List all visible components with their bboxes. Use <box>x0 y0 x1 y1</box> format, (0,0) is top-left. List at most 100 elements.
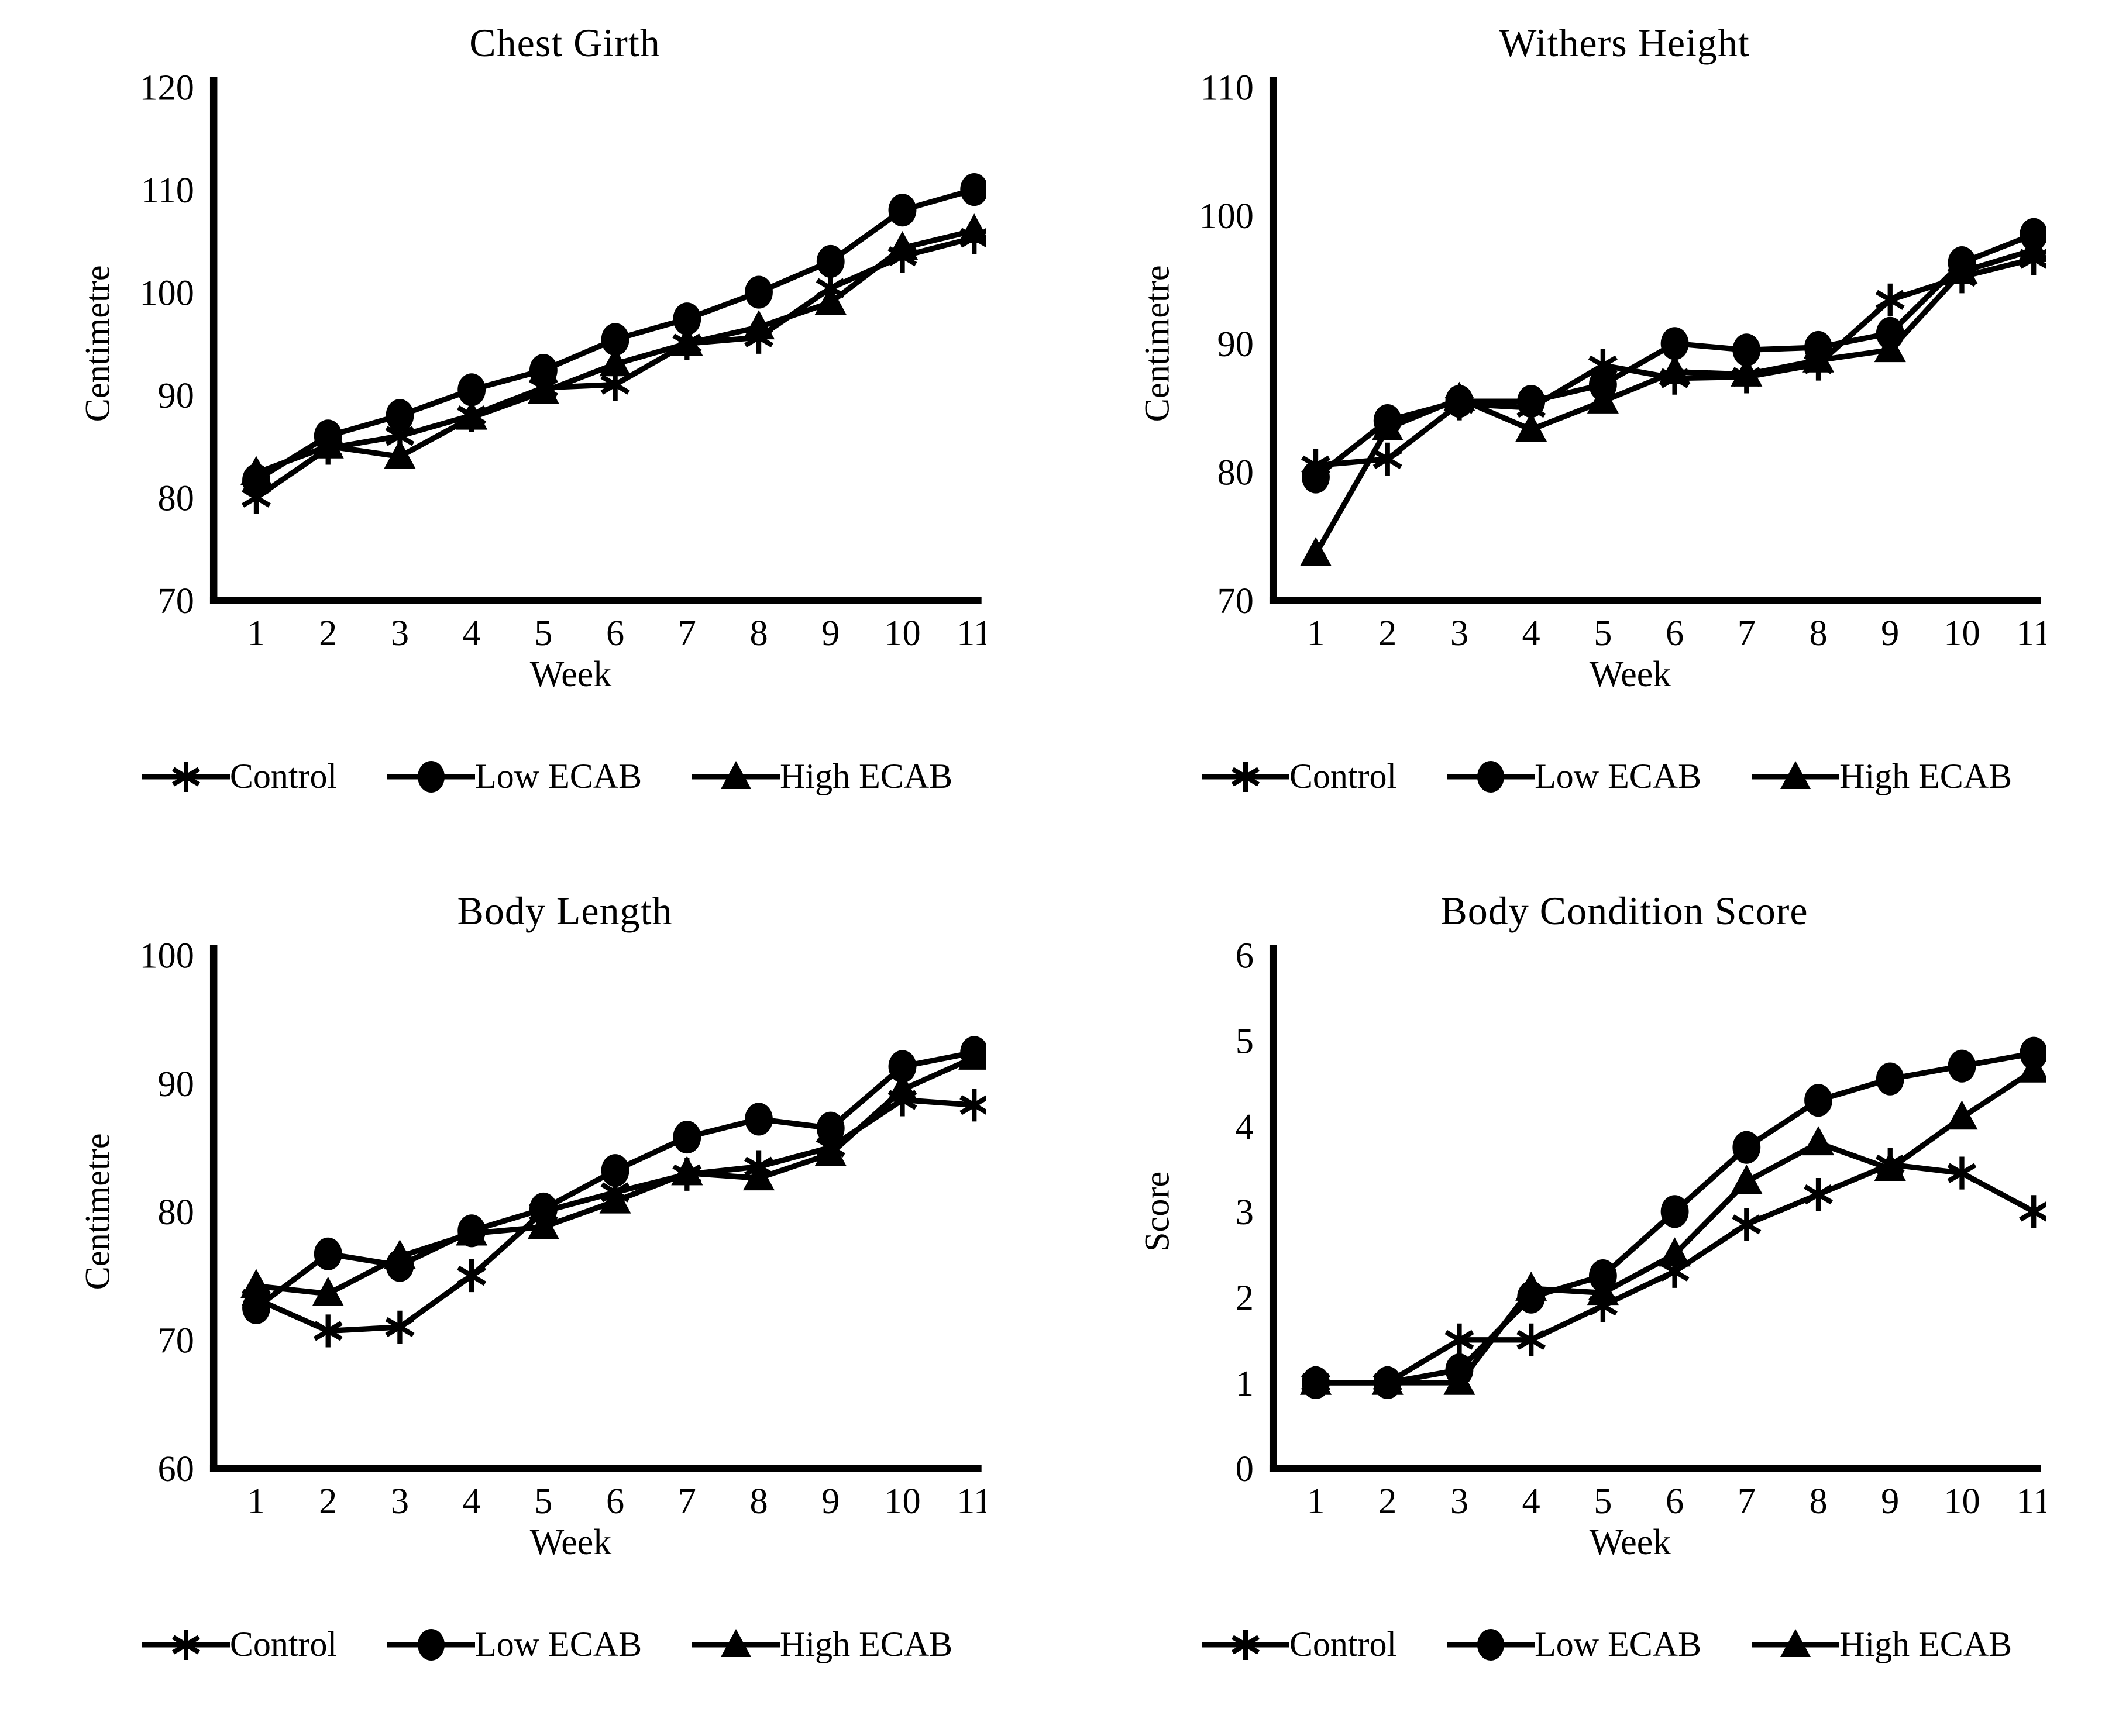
circle-marker <box>672 302 701 336</box>
x-tick-label: 3 <box>1450 1481 1468 1521</box>
legend-label-high-ecab: High ECAB <box>780 1625 953 1663</box>
x-tick-label: 1 <box>1306 613 1325 653</box>
triangle-marker <box>383 1239 415 1269</box>
x-tick-label: 9 <box>1881 613 1899 653</box>
y-tick-label: 120 <box>139 68 194 108</box>
chart-title-chest-girth: Chest Girth <box>469 20 661 65</box>
asterisk-marker <box>2018 1195 2046 1228</box>
y-tick-label: 5 <box>1235 1021 1253 1062</box>
circle-marker <box>1948 1049 1976 1083</box>
asterisk-marker <box>1946 1156 1976 1190</box>
legend-label-control: Control <box>1289 757 1397 795</box>
x-tick-label: 4 <box>462 1481 480 1521</box>
asterisk-marker <box>1875 283 1905 316</box>
triangle-marker <box>1659 354 1691 384</box>
triangle-marker <box>455 400 487 430</box>
triangle-marker <box>1299 1365 1332 1395</box>
triangle-marker <box>599 1184 631 1214</box>
x-tick-label: 4 <box>462 613 480 653</box>
circle-marker <box>816 244 845 278</box>
x-tick-label: 7 <box>677 1481 696 1521</box>
triangle-marker <box>742 1161 775 1191</box>
y-tick-label: 70 <box>157 1321 194 1361</box>
x-axis-title: Week <box>529 1523 612 1562</box>
circle-marker <box>1876 1062 1904 1096</box>
triangle-marker <box>1874 333 1906 363</box>
asterisk-marker <box>456 1259 486 1293</box>
circle-marker <box>529 353 558 387</box>
triangle-marker <box>1587 384 1619 414</box>
x-tick-label: 3 <box>1450 613 1468 653</box>
legend-label-low-ecab: Low ECAB <box>475 757 642 795</box>
circle-marker-icon <box>1447 1628 1535 1661</box>
circle-marker-icon <box>387 760 476 793</box>
circle-marker <box>1732 1131 1760 1164</box>
x-tick-label: 5 <box>1594 613 1612 653</box>
circle-marker <box>959 173 986 206</box>
legend-item-low-ecab: Low ECAB <box>1447 756 1701 797</box>
asterisk-marker-icon <box>142 1629 230 1660</box>
legend-label-low-ecab: Low ECAB <box>1535 1625 1702 1663</box>
triangle-marker <box>1730 357 1762 387</box>
y-axis-label: Score <box>1137 1172 1177 1252</box>
y-tick-label: 110 <box>140 170 194 211</box>
legend-item-low-ecab: Low ECAB <box>387 756 642 797</box>
x-tick-label: 1 <box>1306 1481 1325 1521</box>
triangle-marker <box>886 230 919 260</box>
circle-marker <box>386 399 414 432</box>
asterisk-marker <box>1516 1323 1546 1356</box>
circle-marker <box>1660 1195 1689 1228</box>
triangle-marker <box>240 1269 272 1298</box>
circle-marker <box>744 275 773 309</box>
x-tick-label: 3 <box>390 613 408 653</box>
circle-marker <box>888 194 916 227</box>
triangle-marker <box>455 1216 487 1246</box>
y-tick-label: 80 <box>157 478 194 519</box>
x-tick-label: 2 <box>1378 1481 1396 1521</box>
y-tick-label: 70 <box>157 581 194 621</box>
x-tick-label: 4 <box>1522 613 1540 653</box>
triangle-marker <box>814 285 847 315</box>
circle-marker <box>1732 333 1760 367</box>
y-tick-label: 2 <box>1235 1278 1253 1318</box>
y-tick-label: 4 <box>1235 1107 1253 1147</box>
legend-item-low-ecab: Low ECAB <box>387 1624 642 1665</box>
triangle-marker <box>599 347 631 377</box>
y-tick-label: 0 <box>1235 1449 1253 1489</box>
x-tick-label: 2 <box>319 1481 337 1521</box>
circle-marker <box>816 1111 845 1145</box>
circle-marker <box>601 1154 629 1187</box>
x-tick-label: 5 <box>534 1481 552 1521</box>
series-line-control <box>254 1097 975 1334</box>
triangle-marker <box>1730 1165 1762 1194</box>
triangle-marker <box>527 374 559 404</box>
chart-canvas-body-condition-score: 0 1 2 3 4 5 6 1 2 3 4 5 6 7 8 9 10 11 Score <box>1137 936 2046 1521</box>
chart-canvas-withers-height: 70 80 90 100 110 1 2 3 4 5 6 7 8 9 10 11 Centimetre <box>1137 68 2046 653</box>
y-axis-label: Centimetre <box>78 1133 117 1290</box>
legend-item-low-ecab: Low ECAB <box>1447 1624 1701 1665</box>
y-tick-label: 100 <box>1199 196 1254 236</box>
circle-marker <box>2019 1036 2046 1070</box>
circle-marker <box>2019 218 2046 251</box>
x-tick-label: 4 <box>1522 1481 1540 1521</box>
legend-label-control: Control <box>229 757 338 795</box>
triangle-marker <box>1659 1237 1691 1267</box>
circle-marker <box>457 373 486 407</box>
y-tick-label: 3 <box>1235 1192 1253 1232</box>
triangle-marker <box>1874 1152 1906 1182</box>
y-tick-label: 90 <box>157 376 194 416</box>
triangle-marker <box>1802 343 1834 373</box>
circle-marker-icon <box>387 1628 476 1661</box>
circle-marker <box>601 323 629 356</box>
circle-marker <box>744 1103 773 1136</box>
legend-item-high-ecab: High ECAB <box>1752 1624 2012 1665</box>
x-tick-label: 2 <box>1378 613 1396 653</box>
x-tick-label: 10 <box>1943 1481 1980 1521</box>
circle-marker <box>242 1291 270 1325</box>
x-tick-label: 3 <box>390 1481 408 1521</box>
triangle-marker <box>1802 1126 1834 1156</box>
legend: Control Low ECAB High ECAB <box>1201 1624 2012 1665</box>
x-tick-label: 11 <box>2016 1481 2046 1521</box>
asterisk-marker <box>384 1310 414 1344</box>
